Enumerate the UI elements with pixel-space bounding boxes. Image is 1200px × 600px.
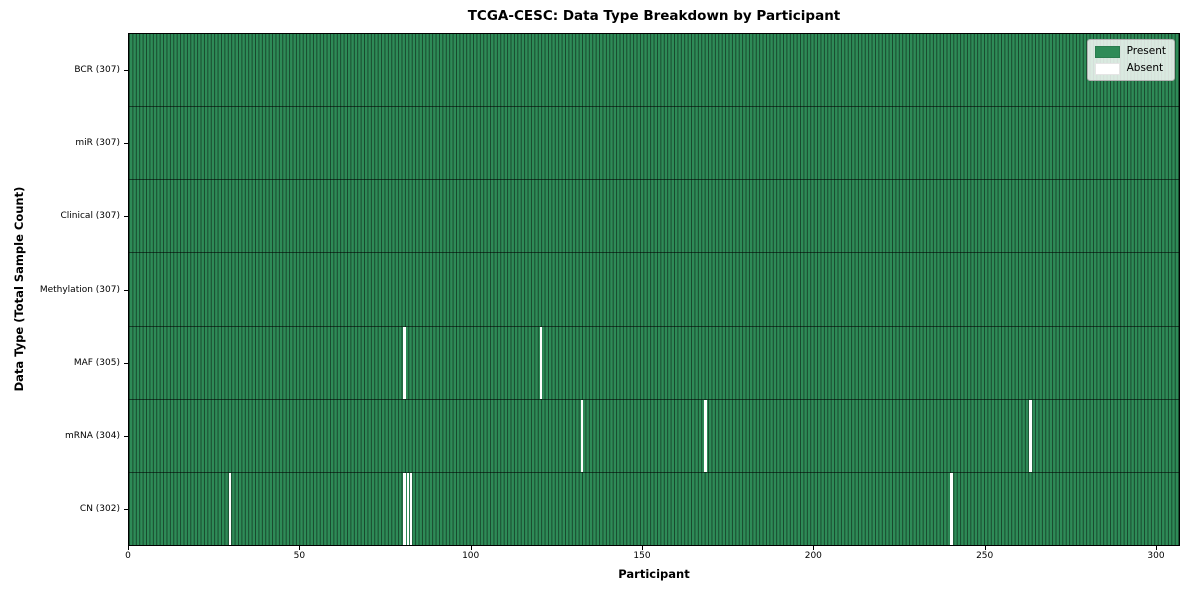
- heatmap-row-MAF: [129, 325, 1179, 399]
- heatmap-row-Methylation: [129, 252, 1179, 326]
- y-tick-label: mRNA (304): [65, 431, 120, 442]
- x-tick-label: 200: [804, 551, 822, 561]
- legend-label-absent: Absent: [1126, 62, 1164, 74]
- x-tick-mark: [128, 546, 129, 550]
- heatmap-row-miR: [129, 106, 1179, 180]
- absent-cell: [580, 399, 584, 472]
- absent-cell: [228, 472, 232, 545]
- x-tick-label: 250: [976, 551, 994, 561]
- y-tick-label: miR (307): [75, 137, 120, 148]
- y-tick-mark: [124, 436, 128, 438]
- legend-item-present: Present: [1094, 45, 1166, 58]
- absent-cell: [1029, 399, 1032, 472]
- absent-swatch: [1094, 62, 1120, 75]
- heatmap-row-Clinical: [129, 179, 1179, 253]
- heatmap-row-BCR: [129, 34, 1179, 107]
- legend-item-absent: Absent: [1094, 62, 1166, 75]
- y-tick-mark: [124, 216, 128, 218]
- y-tick-mark: [124, 289, 128, 291]
- absent-cell: [704, 399, 707, 472]
- absent-cell: [950, 472, 953, 545]
- y-tick-mark: [124, 142, 128, 144]
- absent-cell: [403, 472, 406, 545]
- absent-cell: [403, 326, 406, 399]
- legend-label-present: Present: [1126, 45, 1166, 57]
- x-tick-label: 100: [462, 551, 480, 561]
- y-tick-label: BCR (307): [74, 64, 120, 75]
- x-tick-mark: [1156, 546, 1157, 550]
- y-tick-mark: [124, 69, 128, 71]
- x-tick-mark: [642, 546, 643, 550]
- x-tick-mark: [470, 546, 472, 550]
- absent-cell: [409, 472, 413, 545]
- legend: Present Absent: [1086, 39, 1175, 81]
- y-tick-mark: [124, 362, 128, 364]
- heatmap-plot-area: Present Absent: [128, 33, 1180, 546]
- present-swatch: [1094, 45, 1120, 58]
- x-axis-label: Participant: [618, 567, 690, 581]
- x-tick-mark: [299, 546, 301, 550]
- y-tick-label: CN (302): [79, 504, 120, 515]
- absent-cell: [406, 472, 410, 545]
- absent-cell: [539, 326, 543, 399]
- heatmap-row-CN: [129, 471, 1179, 545]
- y-tick-label: Methylation (307): [39, 284, 120, 295]
- x-tick-mark: [813, 546, 815, 550]
- x-tick-label: 150: [633, 551, 651, 561]
- x-tick-mark: [984, 546, 986, 550]
- x-tick-label: 50: [293, 551, 306, 561]
- chart-title: TCGA-CESC: Data Type Breakdown by Partic…: [467, 8, 841, 24]
- x-tick-label: 300: [1147, 551, 1165, 561]
- y-tick-label: MAF (305): [73, 357, 120, 368]
- x-tick-label: 0: [125, 551, 131, 561]
- y-tick-label: Clinical (307): [60, 211, 120, 222]
- heatmap-row-mRNA: [129, 398, 1179, 472]
- y-tick-mark: [124, 509, 128, 511]
